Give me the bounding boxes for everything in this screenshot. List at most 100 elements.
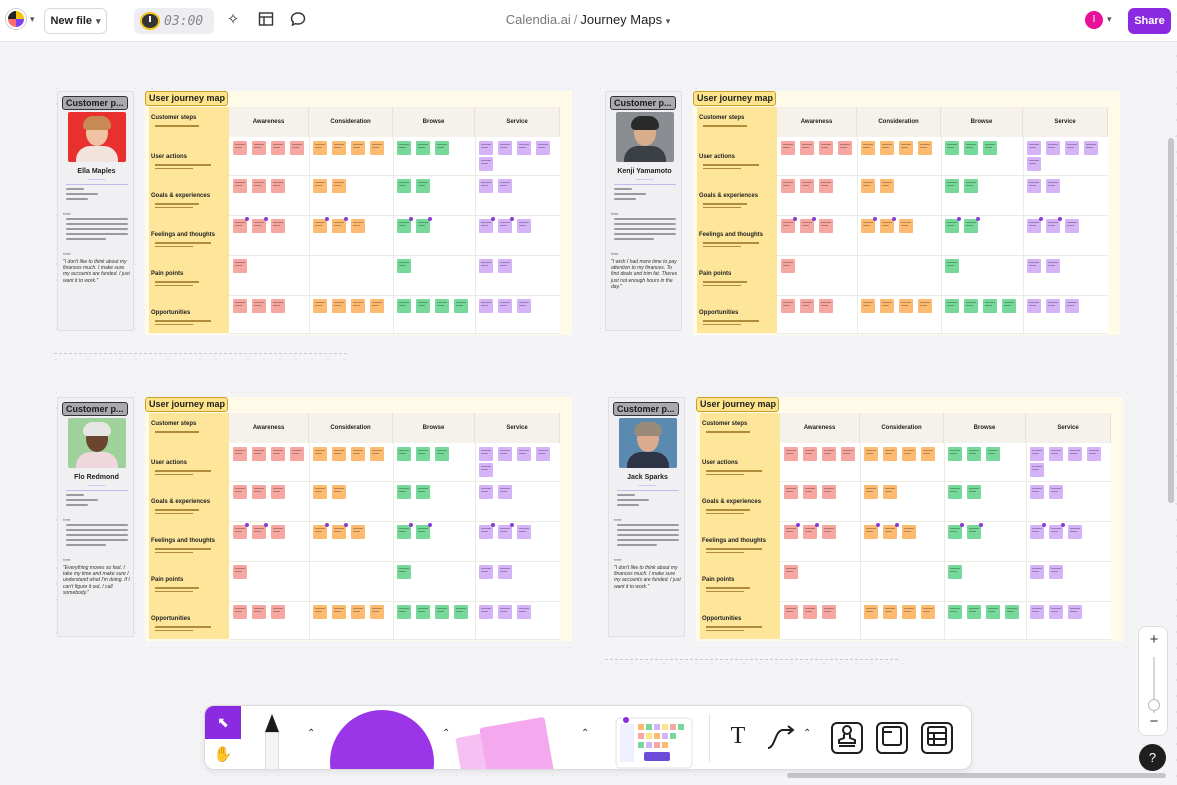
sticky-note[interactable] xyxy=(517,219,531,233)
persona-card[interactable]: Customer p... Kenji Yamamoto ————— ▪▪▪▪▪… xyxy=(605,91,682,331)
timer-widget[interactable]: 03:00 xyxy=(134,8,214,34)
sticky-note[interactable] xyxy=(435,299,449,313)
vertical-scrollbar[interactable] xyxy=(1168,138,1174,503)
sticky-note[interactable] xyxy=(370,141,384,155)
sticky-note[interactable] xyxy=(233,141,247,155)
sticky-note[interactable] xyxy=(1027,157,1041,171)
persona-card-tag[interactable]: Customer p... xyxy=(62,402,128,416)
chevron-down-icon[interactable]: ▾ xyxy=(30,13,35,24)
sticky-note[interactable] xyxy=(902,605,916,619)
sticky-note[interactable] xyxy=(945,259,959,273)
sticky-note[interactable] xyxy=(370,447,384,461)
sticky-note[interactable] xyxy=(1030,463,1044,477)
sticky-note[interactable] xyxy=(841,447,855,461)
sticky-note[interactable] xyxy=(1046,299,1060,313)
sticky-note[interactable] xyxy=(902,525,916,539)
sticky-note[interactable] xyxy=(397,485,411,499)
sticky-note[interactable] xyxy=(967,605,981,619)
sticky-note[interactable] xyxy=(880,141,894,155)
sticky-note[interactable] xyxy=(332,299,346,313)
comment-bubble-icon[interactable] xyxy=(289,11,307,29)
journey-grid[interactable] xyxy=(229,443,560,640)
sticky-note[interactable] xyxy=(899,141,913,155)
persona-card[interactable]: Customer p... Ella Maples ————— ▪▪▪▪▪▪ ▪… xyxy=(57,91,134,331)
sticky-note[interactable] xyxy=(271,299,285,313)
sticky-note[interactable] xyxy=(902,447,916,461)
persona-card-tag[interactable]: Customer p... xyxy=(610,96,676,110)
sticky-note[interactable] xyxy=(517,525,531,539)
sticky-note[interactable] xyxy=(233,299,247,313)
sticky-note[interactable] xyxy=(1068,605,1082,619)
sticky-note[interactable] xyxy=(1046,219,1060,233)
sticky-note[interactable] xyxy=(479,299,493,313)
sticky-note[interactable] xyxy=(1005,605,1019,619)
journey-map-tag[interactable]: User journey map xyxy=(693,91,776,106)
sticky-note[interactable] xyxy=(1065,299,1079,313)
sticky-note[interactable] xyxy=(819,299,833,313)
layout-icon[interactable] xyxy=(257,11,275,29)
sticky-note[interactable] xyxy=(945,299,959,313)
sticky-note[interactable] xyxy=(397,219,411,233)
journey-grid[interactable] xyxy=(780,443,1111,640)
sticky-note[interactable] xyxy=(1065,219,1079,233)
share-button[interactable]: Share xyxy=(1128,8,1171,34)
sticky-note[interactable] xyxy=(332,485,346,499)
sticky-note[interactable] xyxy=(945,179,959,193)
sticky-note[interactable] xyxy=(1068,447,1082,461)
sticky-note[interactable] xyxy=(233,179,247,193)
sticky-note[interactable] xyxy=(271,141,285,155)
sticky-note[interactable] xyxy=(819,219,833,233)
sticky-note[interactable] xyxy=(1027,219,1041,233)
sticky-note[interactable] xyxy=(948,525,962,539)
chevron-up-icon[interactable]: ⌃ xyxy=(581,728,590,739)
hand-icon[interactable]: ✋ xyxy=(213,746,233,763)
sticky-note[interactable] xyxy=(271,179,285,193)
sticky-note[interactable] xyxy=(1049,605,1063,619)
sticky-note[interactable] xyxy=(948,447,962,461)
journey-map-tag[interactable]: User journey map xyxy=(145,397,228,412)
sticky-note[interactable] xyxy=(416,447,430,461)
sticky-note[interactable] xyxy=(784,565,798,579)
app-menu[interactable]: ▾ xyxy=(6,9,35,29)
sticky-note[interactable] xyxy=(948,485,962,499)
sticky-note[interactable] xyxy=(861,299,875,313)
sticky-note[interactable] xyxy=(233,525,247,539)
sticky-note[interactable] xyxy=(435,447,449,461)
persona-card-tag[interactable]: Customer p... xyxy=(62,96,128,110)
sticky-note[interactable] xyxy=(1027,141,1041,155)
sticky-note[interactable] xyxy=(967,485,981,499)
sticky-note[interactable] xyxy=(784,525,798,539)
sticky-note[interactable] xyxy=(498,219,512,233)
sticky-note[interactable] xyxy=(252,447,266,461)
sticky-note[interactable] xyxy=(435,141,449,155)
sticky-note[interactable] xyxy=(397,565,411,579)
sticky-note[interactable] xyxy=(313,525,327,539)
sticky-note[interactable] xyxy=(290,141,304,155)
sticky-note[interactable] xyxy=(1030,485,1044,499)
sticky-note[interactable] xyxy=(964,299,978,313)
sticky-note[interactable] xyxy=(945,219,959,233)
sticky-note[interactable] xyxy=(899,219,913,233)
sticky-note[interactable] xyxy=(1049,565,1063,579)
journey-grid[interactable] xyxy=(777,137,1108,334)
sticky-note[interactable] xyxy=(351,605,365,619)
sticky-note[interactable] xyxy=(479,605,493,619)
sticky-note[interactable] xyxy=(498,605,512,619)
sticky-note[interactable] xyxy=(479,463,493,477)
sticky-note-tool[interactable] xyxy=(455,716,570,769)
sticky-note[interactable] xyxy=(948,565,962,579)
chevron-up-icon[interactable]: ⌃ xyxy=(442,728,451,739)
sticky-note[interactable] xyxy=(351,219,365,233)
cursor-icon[interactable]: ⬉ xyxy=(205,706,241,739)
sticky-note[interactable] xyxy=(1002,299,1016,313)
sticky-note[interactable] xyxy=(880,219,894,233)
sticky-note[interactable] xyxy=(1049,447,1063,461)
sticky-note[interactable] xyxy=(416,525,430,539)
sticky-note[interactable] xyxy=(397,605,411,619)
sticky-note[interactable] xyxy=(498,447,512,461)
persona-card[interactable]: Customer p... Jack Sparks ————— ▪▪▪▪▪▪ ▪… xyxy=(608,397,685,637)
sticky-note[interactable] xyxy=(479,259,493,273)
sticky-note[interactable] xyxy=(252,141,266,155)
table-icon[interactable] xyxy=(921,722,953,754)
sticky-note[interactable] xyxy=(921,447,935,461)
